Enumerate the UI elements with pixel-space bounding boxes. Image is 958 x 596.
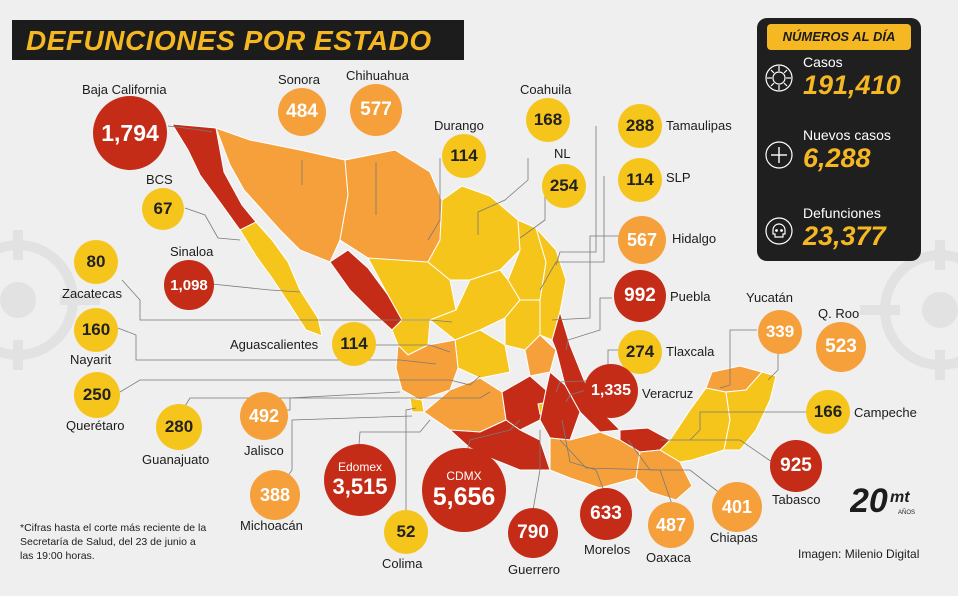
label-queretaro: Querétaro <box>66 418 125 433</box>
label-zacatecas: Zacatecas <box>62 286 122 301</box>
region-bcs <box>239 221 323 337</box>
circle-oaxaca: 487 <box>648 502 694 548</box>
stat-nuevos-value: 6,288 <box>803 143 871 173</box>
stat-casos-label: Casos <box>803 54 843 70</box>
title-banner: DEFUNCIONES POR ESTADO <box>12 20 464 60</box>
label-coahuila: Coahuila <box>520 82 572 97</box>
logo-number: 20 <box>850 482 888 520</box>
stat-nuevos-label: Nuevos casos <box>803 127 891 143</box>
plus-icon <box>765 141 793 169</box>
region-hidalgo <box>524 334 557 377</box>
region-qroo <box>723 371 777 451</box>
label-chiapas: Chiapas <box>710 530 758 545</box>
label-nl: NL <box>554 146 571 161</box>
circle-cdmx: CDMX 5,656 <box>422 448 506 532</box>
label-oaxaca: Oaxaca <box>646 550 691 565</box>
circle-nayarit: 160 <box>74 308 118 352</box>
skull-icon <box>765 217 793 245</box>
circle-yucatan: 339 <box>758 310 802 354</box>
label-puebla: Puebla <box>670 289 711 304</box>
circle-durango: 114 <box>442 134 486 178</box>
region-jalisco <box>395 339 459 401</box>
circle-chihuahua: 577 <box>350 84 402 136</box>
circle-queretaro: 250 <box>74 372 120 418</box>
circle-slp: 114 <box>618 158 662 202</box>
label-guerrero: Guerrero <box>508 562 561 577</box>
circle-qroo: 523 <box>816 322 866 372</box>
label-jalisco: Jalisco <box>244 443 284 458</box>
stats-panel-header: NÚMEROS AL DÍA <box>767 24 911 50</box>
label-guanajuato: Guanajuato <box>142 452 210 467</box>
circle-veracruz: 1,335 <box>584 364 638 418</box>
circle-edomex: Edomex 3,515 <box>324 444 396 516</box>
label-sonora: Sonora <box>278 72 320 87</box>
label-veracruz: Veracruz <box>642 386 694 401</box>
circle-hidalgo: 567 <box>618 216 666 264</box>
footnote: *Cifras hasta el corte más reciente de l… <box>20 522 207 562</box>
logo-mark-icon: 20 mt AÑOS <box>849 482 915 520</box>
label-chihuahua: Chihuahua <box>346 68 409 83</box>
label-michoacan: Michoacán <box>240 518 303 533</box>
virus-icon <box>765 64 793 92</box>
label-sinaloa: Sinaloa <box>170 244 214 259</box>
region-chihuahua <box>339 149 443 263</box>
circle-tabasco: 925 <box>770 440 822 492</box>
label-qroo: Q. Roo <box>818 306 860 321</box>
stat-defunciones-label: Defunciones <box>803 205 881 221</box>
circle-guanajuato: 280 <box>156 404 202 450</box>
circle-guerrero: 790 <box>508 508 558 558</box>
label-bcs: BCS <box>146 172 173 187</box>
circle-michoacan: 388 <box>250 470 300 520</box>
label-colima: Colima <box>382 556 423 571</box>
circle-morelos: 633 <box>580 488 632 540</box>
region-coahuila <box>427 185 521 281</box>
circle-aguascalientes: 114 <box>332 322 376 366</box>
circle-colima: 52 <box>384 510 428 554</box>
circle-sonora: 484 <box>278 88 326 136</box>
label-durango: Durango <box>434 118 484 133</box>
stat-casos-value: 191,410 <box>803 70 901 100</box>
stats-panel: NÚMEROS AL DÍA Casos 191,410 Nuevos caso… <box>757 18 921 261</box>
label-tabasco: Tabasco <box>772 492 821 507</box>
page-title: DEFUNCIONES POR ESTADO <box>26 25 432 56</box>
label-hidalgo: Hidalgo <box>672 231 717 246</box>
circle-jalisco: 492 <box>240 392 288 440</box>
label-morelos: Morelos <box>584 542 631 557</box>
circle-zacatecas: 80 <box>74 240 118 284</box>
label-campeche: Campeche <box>854 405 917 420</box>
circle-chiapas: 401 <box>712 482 762 532</box>
label-slp: SLP <box>666 170 691 185</box>
label-edomex: Edomex <box>337 460 383 474</box>
label-tamaulipas: Tamaulipas <box>666 118 732 133</box>
label-cdmx: CDMX <box>446 468 482 483</box>
circle-tlaxcala: 274 <box>618 330 662 374</box>
circle-tamaulipas: 288 <box>618 104 662 148</box>
region-guanajuato <box>454 329 511 379</box>
logo-sub: AÑOS <box>898 509 915 516</box>
circle-campeche: 166 <box>806 390 850 434</box>
region-puebla <box>539 371 581 441</box>
label-nayarit: Nayarit <box>70 352 112 367</box>
milenio-20-logo: 20 mt AÑOS <box>849 478 920 525</box>
label-tlaxcala: Tlaxcala <box>666 344 715 359</box>
circle-nl: 254 <box>542 164 586 208</box>
circle-bcs: 67 <box>142 188 184 230</box>
label-yucatan: Yucatán <box>746 290 793 305</box>
circle-puebla: 992 <box>614 270 666 322</box>
stat-defunciones-value: 23,377 <box>803 221 886 251</box>
logo-brand: mt <box>890 489 910 506</box>
circle-baja-california: 1,794 <box>93 96 167 170</box>
circle-sinaloa: 1,098 <box>164 260 214 310</box>
region-colima <box>409 397 425 413</box>
label-aguascalientes: Aguascalientes <box>230 337 319 352</box>
image-credit: Imagen: Milenio Digital <box>798 547 920 561</box>
circle-coahuila: 168 <box>526 98 570 142</box>
label-baja-california: Baja California <box>82 82 167 97</box>
